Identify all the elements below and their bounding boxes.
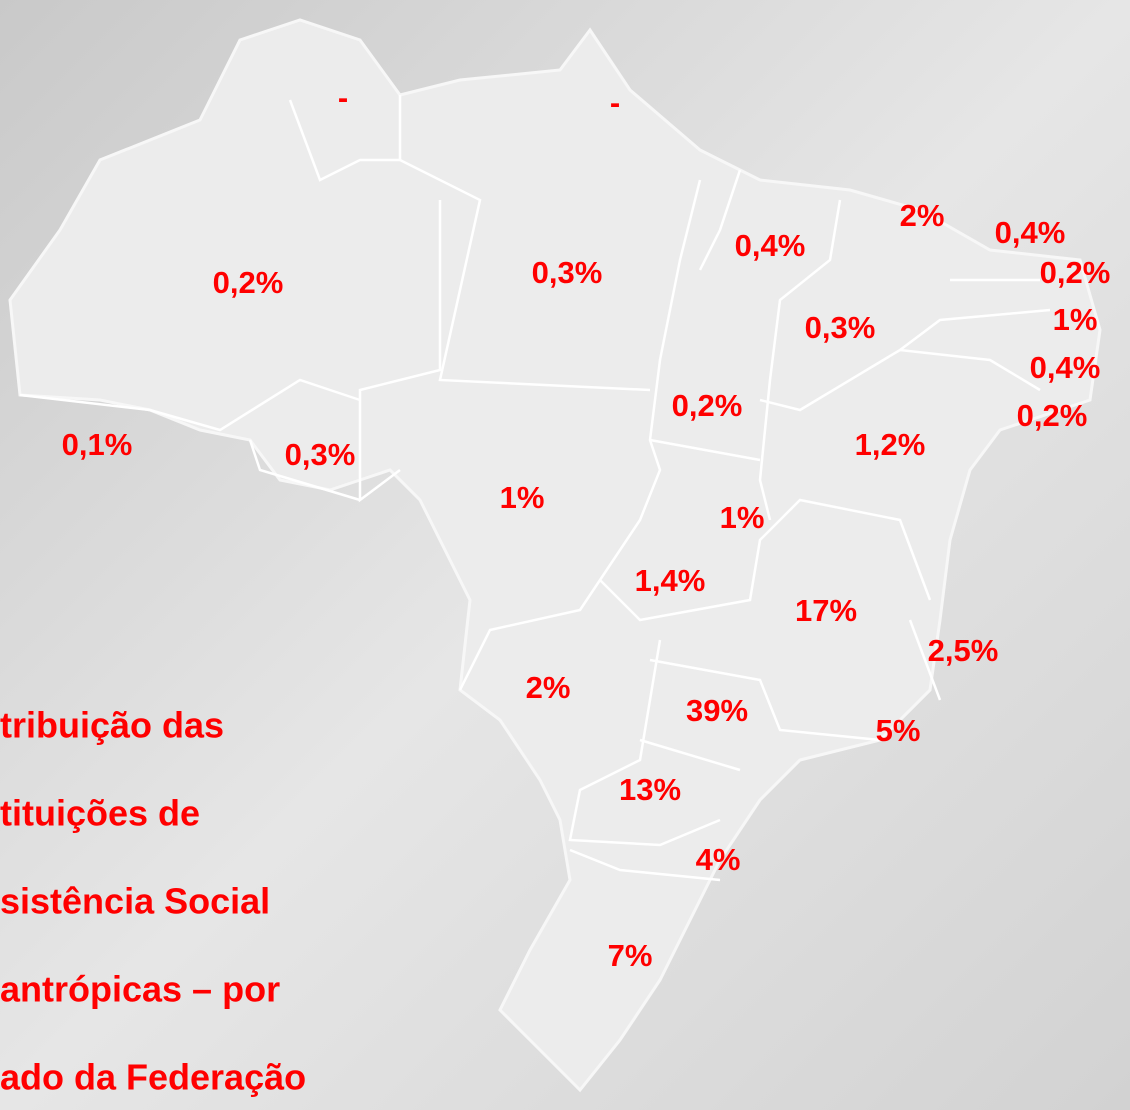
state-label: 7% (608, 938, 653, 973)
state-label: 39% (686, 693, 748, 728)
state-label: 1,4% (635, 563, 706, 598)
state-label: 2,5% (928, 633, 999, 668)
state-label: 2% (526, 670, 571, 705)
title-line: tituições de (0, 793, 200, 834)
state-label: 0,3% (532, 255, 603, 290)
state-label: - (610, 85, 620, 120)
title-line: sistência Social (0, 881, 270, 922)
state-labels: - - 0,2% 0,3% 0,4% 2% 0,4% 0,2% 1% 0,3% 0,4% 0,2% 0,… (62, 80, 1111, 973)
state-label: 1,2% (855, 427, 926, 462)
state-label: 0,2% (1040, 255, 1111, 290)
country-shape (8, 18, 1102, 1093)
title-line: tribuição das (0, 705, 224, 746)
state-label: 0,4% (995, 215, 1066, 250)
title-line: ado da Federação (0, 1057, 306, 1098)
state-label: 0,2% (672, 388, 743, 423)
state-label: 1% (500, 480, 545, 515)
state-label: 0,2% (1017, 398, 1088, 433)
state-label: 1% (1053, 302, 1098, 337)
state-label: 1% (720, 500, 765, 535)
state-label: 0,3% (285, 437, 356, 472)
state-label: 5% (876, 713, 921, 748)
state-label: 0,1% (62, 427, 133, 462)
state-label: 17% (795, 593, 857, 628)
state-label: 13% (619, 772, 681, 807)
state-borders (19, 95, 1051, 882)
state-label: 0,3% (805, 310, 876, 345)
map-title: tribuição das tituições de sistência Socia… (0, 705, 306, 1098)
state-label: - (338, 80, 348, 115)
state-label: 0,4% (1030, 350, 1101, 385)
state-label: 0,4% (735, 228, 806, 263)
state-label: 2% (900, 198, 945, 233)
state-label: 4% (696, 842, 741, 877)
state-label: 0,2% (213, 265, 284, 300)
title-line: antrópicas – por (0, 969, 280, 1010)
